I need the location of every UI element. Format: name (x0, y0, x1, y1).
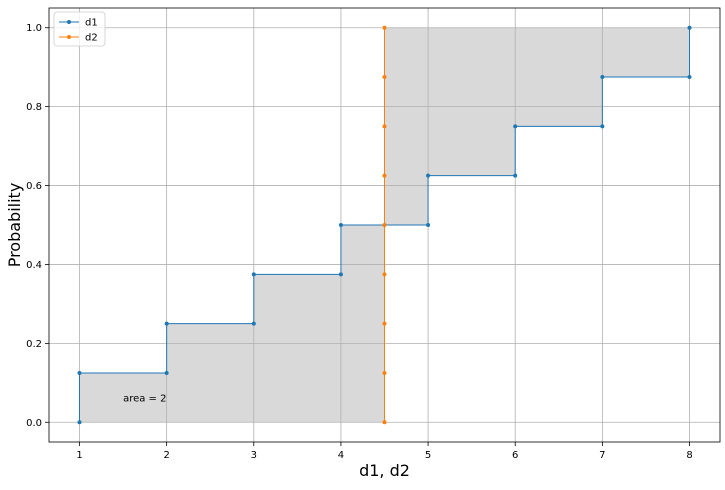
data-point-d1 (513, 173, 518, 178)
y-tick-label: 0.4 (26, 260, 42, 271)
y-axis-label: Probability (5, 183, 24, 268)
legend-label-d2: d2 (85, 33, 98, 44)
data-point-d2 (382, 173, 387, 178)
legend-marker-d2 (67, 35, 71, 39)
legend-label-d1: d1 (85, 18, 98, 29)
data-point-d1 (164, 321, 169, 326)
data-point-d1 (513, 124, 518, 129)
x-axis-label: d1, d2 (359, 461, 410, 480)
x-tick-label: 5 (425, 450, 431, 461)
series-layer (77, 25, 692, 425)
data-point-d1 (338, 223, 343, 227)
y-tick-label: 1.0 (26, 23, 42, 34)
data-point-d2 (382, 321, 387, 326)
data-point-d2 (382, 75, 387, 80)
data-point-d2 (382, 272, 387, 277)
x-tick-label: 8 (686, 450, 692, 461)
data-point-d1 (687, 75, 692, 80)
data-point-d1 (600, 75, 605, 80)
data-point-d2 (382, 124, 387, 129)
data-point-d1 (600, 124, 605, 129)
axes-frame (48, 7, 721, 443)
y-tick-label: 0.8 (26, 102, 42, 113)
y-tick-label: 0.6 (26, 181, 42, 192)
data-point-d2 (382, 370, 387, 375)
x-tick-label: 2 (163, 450, 169, 461)
x-tick-label: 3 (251, 450, 257, 461)
data-point-d1 (338, 272, 343, 277)
x-tick-label: 1 (76, 450, 82, 461)
data-point-d1 (426, 223, 431, 227)
x-tick-label: 7 (599, 450, 605, 461)
data-point-d2 (382, 420, 387, 425)
data-point-d1 (164, 370, 169, 375)
data-point-d2 (382, 25, 387, 30)
data-point-d2 (382, 223, 387, 227)
data-point-d1 (77, 370, 82, 375)
data-point-d1 (251, 272, 256, 277)
area-annotation: area = 2 (123, 394, 166, 405)
axes-layer: 1 2 3 4 5 6 7 8 0.0 0.2 0.4 0.6 0.8 1.0 (26, 7, 721, 461)
x-tick-label: 4 (338, 450, 344, 461)
legend-marker-d1 (67, 20, 71, 24)
annotation-layer: area = 2 (123, 394, 166, 405)
x-tick-label: 6 (512, 450, 518, 461)
data-point-d1 (77, 420, 82, 425)
data-point-d1 (426, 173, 431, 178)
y-tick-label: 0.2 (26, 339, 42, 350)
data-point-d1 (251, 321, 256, 326)
data-point-d1 (687, 25, 692, 30)
y-tick-label: 0.0 (26, 418, 42, 429)
